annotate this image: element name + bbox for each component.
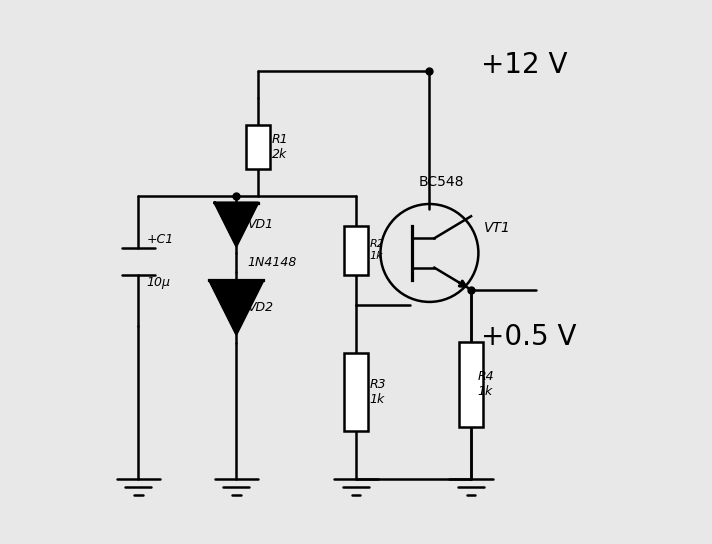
Text: R3
1k: R3 1k [370, 378, 386, 406]
Bar [459, 342, 483, 426]
Bar [344, 226, 368, 275]
Text: BC548: BC548 [419, 175, 464, 189]
Polygon shape [214, 203, 258, 246]
Text: 1N4148: 1N4148 [247, 256, 297, 269]
Text: 10μ: 10μ [147, 276, 171, 289]
Text: VT1: VT1 [484, 221, 511, 236]
Bar [344, 353, 368, 431]
Text: VD1: VD1 [247, 218, 273, 231]
Text: R2
1k: R2 1k [370, 239, 384, 261]
Text: R4
1k: R4 1k [478, 370, 494, 398]
Text: +C1: +C1 [147, 233, 174, 246]
Text: VD2: VD2 [247, 301, 273, 314]
Text: R1
2k: R1 2k [272, 133, 288, 161]
Bar [246, 125, 271, 169]
Text: +0.5 V: +0.5 V [481, 323, 577, 351]
Text: +12 V: +12 V [481, 51, 567, 79]
Polygon shape [209, 281, 263, 334]
